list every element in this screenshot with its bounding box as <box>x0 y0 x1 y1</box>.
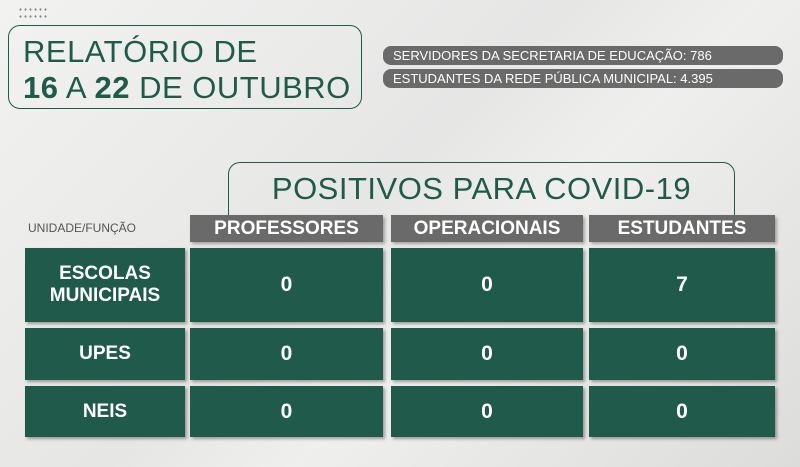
row-header-label: UNIDADE/FUNÇÃO <box>28 221 137 235</box>
table-cell: 0 <box>391 328 583 380</box>
end-day: 22 <box>94 70 130 105</box>
table-cell: 0 <box>190 386 383 437</box>
table-cell: 0 <box>589 386 775 437</box>
column-header-professores: PROFESSORES <box>190 215 383 242</box>
stat-estudantes: ESTUDANTES DA REDE PÚBLICA MUNICIPAL: 4.… <box>383 69 783 88</box>
decorative-dots <box>18 6 48 20</box>
report-title-box: RELATÓRIO DE 16 A 22 DE OUTUBRO <box>8 25 362 109</box>
table-cell: 0 <box>391 386 583 437</box>
stat-servidores: SERVIDORES DA SECRETARIA DE EDUCAÇÃO: 78… <box>383 46 783 65</box>
column-header-operacionais: OPERACIONAIS <box>391 215 583 242</box>
report-title-line1: RELATÓRIO DE <box>23 34 258 69</box>
report-date-range: 16 A 22 DE OUTUBRO <box>23 70 361 106</box>
table-cell: 7 <box>589 248 775 322</box>
row-label: ESCOLAS MUNICIPAIS <box>25 248 185 322</box>
table-cell: 0 <box>190 248 383 322</box>
row-label: UPES <box>25 328 185 380</box>
column-header-estudantes: ESTUDANTES <box>589 215 775 242</box>
table-cell: 0 <box>589 328 775 380</box>
month: DE OUTUBRO <box>139 70 351 105</box>
table-cell: 0 <box>391 248 583 322</box>
start-day: 16 <box>23 70 59 105</box>
date-separator: A <box>65 70 86 105</box>
table-heading: POSITIVOS PARA COVID-19 <box>228 162 735 222</box>
table-cell: 0 <box>190 328 383 380</box>
row-label: NEIS <box>25 386 185 437</box>
